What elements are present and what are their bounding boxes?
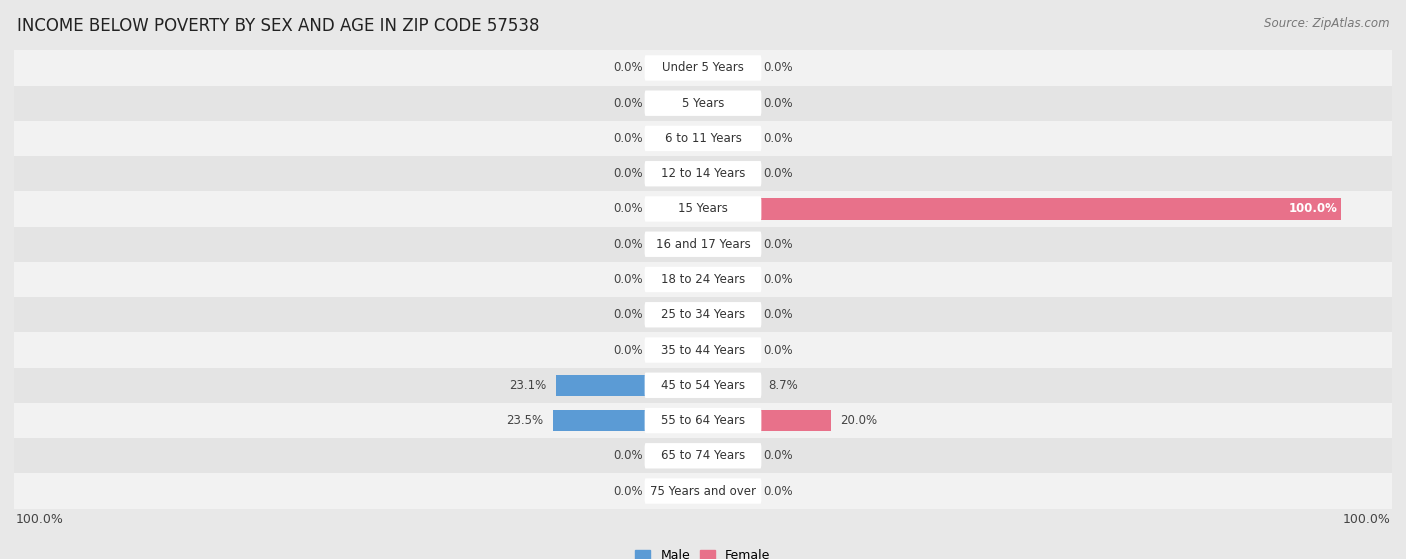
Text: 100.0%: 100.0% [1289,202,1337,215]
FancyBboxPatch shape [644,55,762,80]
Text: 0.0%: 0.0% [613,132,643,145]
FancyBboxPatch shape [14,156,1392,191]
Text: 45 to 54 Years: 45 to 54 Years [661,379,745,392]
Text: 20.0%: 20.0% [841,414,877,427]
Text: 100.0%: 100.0% [15,513,63,526]
Text: 16 and 17 Years: 16 and 17 Years [655,238,751,251]
Bar [652,445,703,466]
FancyBboxPatch shape [14,226,1392,262]
Text: 25 to 34 Years: 25 to 34 Years [661,308,745,321]
Text: 23.5%: 23.5% [506,414,544,427]
Bar [703,198,1341,220]
Bar [703,304,754,325]
Text: 8.7%: 8.7% [768,379,797,392]
Bar [703,481,754,501]
Bar [703,58,754,78]
Bar [703,93,754,114]
Bar [703,410,831,431]
Text: 0.0%: 0.0% [613,449,643,462]
Text: 0.0%: 0.0% [763,97,793,110]
FancyBboxPatch shape [644,267,762,292]
FancyBboxPatch shape [644,196,762,222]
FancyBboxPatch shape [14,191,1392,226]
Bar [703,234,754,255]
Text: 0.0%: 0.0% [613,97,643,110]
Text: 5 Years: 5 Years [682,97,724,110]
Bar [652,234,703,255]
FancyBboxPatch shape [644,126,762,151]
Text: INCOME BELOW POVERTY BY SEX AND AGE IN ZIP CODE 57538: INCOME BELOW POVERTY BY SEX AND AGE IN Z… [17,17,540,35]
FancyBboxPatch shape [14,368,1392,403]
Bar [652,93,703,114]
Text: 0.0%: 0.0% [613,308,643,321]
FancyBboxPatch shape [14,50,1392,86]
Legend: Male, Female: Male, Female [636,549,770,559]
Text: Source: ZipAtlas.com: Source: ZipAtlas.com [1264,17,1389,30]
FancyBboxPatch shape [644,373,762,398]
Text: 0.0%: 0.0% [763,308,793,321]
Bar [652,58,703,78]
Text: 0.0%: 0.0% [613,485,643,498]
Bar [703,269,754,290]
Bar [652,198,703,220]
Text: 0.0%: 0.0% [763,485,793,498]
Text: 100.0%: 100.0% [1343,513,1391,526]
FancyBboxPatch shape [14,121,1392,156]
FancyBboxPatch shape [644,479,762,504]
Text: 0.0%: 0.0% [763,167,793,180]
Text: 35 to 44 Years: 35 to 44 Years [661,344,745,357]
Text: 23.1%: 23.1% [509,379,546,392]
FancyBboxPatch shape [644,91,762,116]
Text: 18 to 24 Years: 18 to 24 Years [661,273,745,286]
FancyBboxPatch shape [14,333,1392,368]
Text: Under 5 Years: Under 5 Years [662,61,744,74]
Text: 15 Years: 15 Years [678,202,728,215]
Text: 0.0%: 0.0% [613,344,643,357]
Bar [703,445,754,466]
FancyBboxPatch shape [14,86,1392,121]
Text: 0.0%: 0.0% [613,61,643,74]
Bar [703,375,758,396]
FancyBboxPatch shape [14,297,1392,333]
Text: 0.0%: 0.0% [613,167,643,180]
Text: 55 to 64 Years: 55 to 64 Years [661,414,745,427]
FancyBboxPatch shape [644,302,762,328]
FancyBboxPatch shape [644,443,762,468]
Bar [703,339,754,361]
Bar [555,375,703,396]
FancyBboxPatch shape [644,408,762,433]
Text: 0.0%: 0.0% [763,273,793,286]
Bar [703,163,754,184]
Bar [652,163,703,184]
FancyBboxPatch shape [14,438,1392,473]
Bar [652,304,703,325]
Bar [553,410,703,431]
Text: 75 Years and over: 75 Years and over [650,485,756,498]
Text: 0.0%: 0.0% [613,202,643,215]
Text: 0.0%: 0.0% [763,344,793,357]
Text: 6 to 11 Years: 6 to 11 Years [665,132,741,145]
Bar [652,339,703,361]
FancyBboxPatch shape [14,403,1392,438]
FancyBboxPatch shape [644,337,762,363]
Text: 0.0%: 0.0% [763,61,793,74]
FancyBboxPatch shape [14,262,1392,297]
Bar [652,269,703,290]
Text: 0.0%: 0.0% [613,238,643,251]
Text: 0.0%: 0.0% [763,449,793,462]
Bar [652,481,703,501]
FancyBboxPatch shape [644,231,762,257]
Text: 0.0%: 0.0% [613,273,643,286]
Bar [703,128,754,149]
Bar [652,128,703,149]
Text: 0.0%: 0.0% [763,238,793,251]
Text: 12 to 14 Years: 12 to 14 Years [661,167,745,180]
FancyBboxPatch shape [14,473,1392,509]
FancyBboxPatch shape [644,161,762,186]
Text: 65 to 74 Years: 65 to 74 Years [661,449,745,462]
Text: 0.0%: 0.0% [763,132,793,145]
